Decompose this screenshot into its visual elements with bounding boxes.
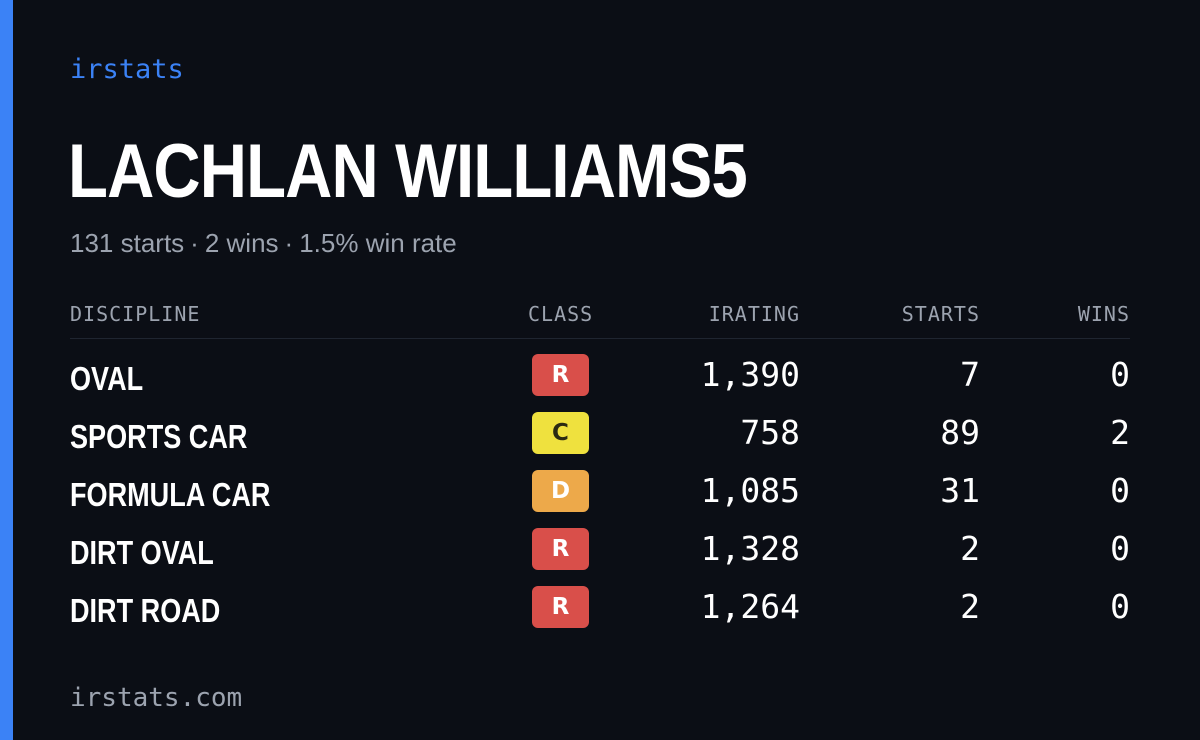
discipline-name: FORMULA CAR [70,476,271,513]
starts-value: 31 [940,471,980,510]
discipline-name: OVAL [70,360,144,397]
starts-value: 7 [960,355,980,394]
table-row: SPORTS CAR C 758 89 2 [70,408,1130,466]
license-class-badge: R [532,354,589,396]
stats-table-header: DISCIPLINE CLASS IRATING STARTS WINS [70,302,1130,339]
wins-value: 0 [1110,355,1130,394]
summary-wins: 2 wins [204,228,279,258]
summary-win-rate: 1.5% win rate [299,228,457,258]
driver-name: LACHLAN WILLIAMS5 [68,129,748,214]
footer-site-link[interactable]: irstats.com [70,683,243,713]
license-class-badge: R [532,528,589,570]
wins-value: 0 [1110,471,1130,510]
irating-value: 1,085 [700,471,800,510]
table-row: OVAL R 1,390 7 0 [70,350,1130,408]
license-class-badge: D [532,470,589,512]
starts-value: 89 [940,413,980,452]
irating-value: 1,264 [700,587,800,626]
table-row: FORMULA CAR D 1,085 31 0 [70,466,1130,524]
license-class-badge: R [532,586,589,628]
irating-value: 758 [740,413,800,452]
column-header-irating: IRATING [708,302,800,326]
summary-starts: 131 starts [70,228,185,258]
summary-separator: · [284,228,294,258]
discipline-name: DIRT ROAD [70,592,221,629]
wins-value: 2 [1110,413,1130,452]
column-header-discipline: DISCIPLINE [70,302,201,326]
wins-value: 0 [1110,587,1130,626]
license-class-badge: C [532,412,589,454]
discipline-name: DIRT OVAL [70,534,214,571]
starts-value: 2 [960,587,980,626]
summary-separator: · [190,228,199,258]
column-header-class: CLASS [528,302,594,326]
accent-bar [0,0,13,740]
starts-value: 2 [960,529,980,568]
table-row: DIRT OVAL R 1,328 2 0 [70,524,1130,582]
career-summary: 131 starts · 2 wins · 1.5% win rate [70,230,457,256]
irating-value: 1,328 [700,529,800,568]
wins-value: 0 [1110,529,1130,568]
table-row: DIRT ROAD R 1,264 2 0 [70,582,1130,640]
stats-table-body: OVAL R 1,390 7 0 SPORTS CAR C 758 89 2 F… [70,350,1130,640]
discipline-name: SPORTS CAR [70,418,248,455]
brand-logo: irstats [70,54,184,85]
column-header-wins: WINS [1077,302,1130,326]
irating-value: 1,390 [700,355,800,394]
column-header-starts: STARTS [901,302,980,326]
